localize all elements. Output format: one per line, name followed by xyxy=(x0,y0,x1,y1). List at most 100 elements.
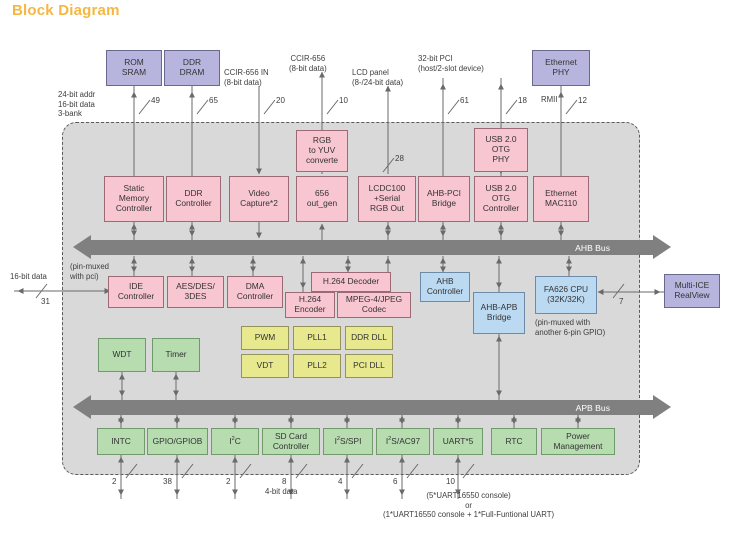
block-lcdc100-serial-rgb-out: LCDC100 +Serial RGB Out xyxy=(358,176,416,222)
block-label: H.264 Decoder xyxy=(322,276,380,287)
block-ahb-apb-bridge: AHB-APB Bridge xyxy=(473,292,525,334)
block-label: GPIO/GPIOB xyxy=(152,435,203,446)
block-label: WDT xyxy=(112,349,132,360)
block-usb-otg-phy: USB 2.0 OTG PHY xyxy=(474,128,528,172)
block-rgb-to-yuv-converter: RGB to YUV converte xyxy=(296,130,348,172)
block-label: USB 2.0 OTG Controller xyxy=(482,183,520,213)
block-656-out-gen: 656 out_gen xyxy=(296,176,348,222)
block-label: Static Memory Controller xyxy=(115,183,153,213)
block-ahb-controller: AHB Controller xyxy=(420,272,470,302)
block-label: Multi-ICE RealView xyxy=(674,280,710,300)
block-pll1: PLL1 xyxy=(293,326,341,350)
pin-count-lcd: 28 xyxy=(395,154,404,163)
block-pci-dll: PCI DLL xyxy=(345,354,393,378)
block-label: USB 2.0 OTG PHY xyxy=(485,134,517,164)
label-lcd-panel: LCD panel (8-/24-bit data) xyxy=(352,68,404,87)
label-ccir656-out: CCIR-656 (8-bit data) xyxy=(289,54,327,73)
block-label: PLL1 xyxy=(307,332,327,343)
block-label: DDR DRAM xyxy=(179,57,205,77)
block-label: AHB-APB Bridge xyxy=(480,302,518,322)
block-power-management: Power Management xyxy=(541,428,615,455)
block-label: H.264 Encoder xyxy=(294,294,326,314)
label-ccir656-in: CCIR-656 IN (8-bit data) xyxy=(224,68,269,87)
pin-count-sram: 49 xyxy=(151,96,160,105)
label-ide-note: (pin-muxed with pci) xyxy=(70,262,109,281)
apb-bus-label: APB Bus xyxy=(575,402,610,413)
pin-count-i2c: 2 xyxy=(226,477,231,486)
block-ide-controller: IDE Controller xyxy=(108,276,164,308)
apb-bus: APB Bus xyxy=(73,395,671,419)
block-label: I2C xyxy=(229,435,241,446)
block-static-memory-controller: Static Memory Controller xyxy=(104,176,164,222)
block-label: RGB to YUV converte xyxy=(305,135,339,165)
block-i2s-spi: I2S/SPI xyxy=(323,428,373,455)
block-label: I2S/SPI xyxy=(334,435,362,446)
pin-count-i2s-ac97: 6 xyxy=(393,477,398,486)
block-intc: INTC xyxy=(97,428,145,455)
external-block-rom-sram: ROM SRAM xyxy=(106,50,162,86)
block-label: Timer xyxy=(165,349,187,360)
block-ddr-controller: DDR Controller xyxy=(166,176,221,222)
block-label: DMA Controller xyxy=(236,281,274,301)
label-ide-interface: 16-bit data xyxy=(10,272,47,281)
pin-count-rmii: 12 xyxy=(578,96,587,105)
label-sd-interface: 4-bit data xyxy=(265,487,298,496)
block-h264-encoder: H.264 Encoder xyxy=(285,292,335,318)
block-label: MPEG-4/JPEG Codec xyxy=(345,294,403,314)
block-dma-controller: DMA Controller xyxy=(227,276,283,308)
pin-count-ide: 31 xyxy=(41,297,50,306)
pin-count-jtag: 7 xyxy=(619,297,624,306)
block-label: PWM xyxy=(254,332,276,343)
block-pwm: PWM xyxy=(241,326,289,350)
pin-count-intc: 2 xyxy=(112,477,117,486)
label-pci-interface: 32-bit PCI (host/2-slot device) xyxy=(418,54,484,73)
block-label: AHB-PCI Bridge xyxy=(427,188,461,208)
external-block-ethernet-phy: Ethernet PHY xyxy=(532,50,590,86)
block-label: SD Card Controller xyxy=(272,430,310,451)
block-rtc: RTC xyxy=(491,428,537,455)
block-video-capture: Video Capture*2 xyxy=(229,176,289,222)
block-label: AHB Controller xyxy=(426,276,464,296)
label-uart-note: (5*UART16550 console) or (1*UART16550 co… xyxy=(383,491,555,519)
block-usb-otg-controller: USB 2.0 OTG Controller xyxy=(474,176,528,222)
ahb-bus-right-arrow-icon xyxy=(653,235,671,259)
block-label: ROM SRAM xyxy=(121,57,147,77)
block-label: PLL2 xyxy=(307,360,327,371)
block-aes-des-3des: AES/DES/ 3DES xyxy=(167,276,224,308)
block-uart5: UART*5 xyxy=(433,428,483,455)
block-ahb-pci-bridge: AHB-PCI Bridge xyxy=(418,176,470,222)
block-pll2: PLL2 xyxy=(293,354,341,378)
apb-bus-right-arrow-icon xyxy=(653,395,671,419)
block-label: IDE Controller xyxy=(117,281,155,301)
pin-count-ddr: 65 xyxy=(209,96,218,105)
block-label: FA626 CPU (32K/32K) xyxy=(543,284,589,304)
block-sd-card-controller: SD Card Controller xyxy=(262,428,320,455)
pin-count-gpio: 38 xyxy=(163,477,172,486)
block-timer: Timer xyxy=(152,338,200,372)
pin-count-usb: 18 xyxy=(518,96,527,105)
pin-count-sd: 8 xyxy=(282,477,287,486)
label-sram-interface: 24-bit addr 16-bit data 3-bank xyxy=(58,90,96,118)
block-label: DDR DLL xyxy=(351,332,387,343)
block-ethernet-mac110: Ethernet MAC110 xyxy=(533,176,589,222)
block-label: DDR Controller xyxy=(175,188,212,208)
block-label: Power Management xyxy=(553,430,603,451)
block-i2c: I2C xyxy=(211,428,259,455)
block-label: 656 out_gen xyxy=(306,188,338,208)
ahb-bus: AHB Bus xyxy=(73,235,671,259)
block-label: RTC xyxy=(505,435,523,446)
label-cpu-note: (pin-muxed with another 6-pin GPIO) xyxy=(535,318,606,337)
block-label: AES/DES/ 3DES xyxy=(176,281,215,301)
block-i2s-ac97: I2S/AC97 xyxy=(376,428,430,455)
block-label: VDT xyxy=(256,360,274,371)
block-label: Video Capture*2 xyxy=(240,188,278,208)
block-label: LCDC100 +Serial RGB Out xyxy=(368,183,406,213)
ahb-bus-label: AHB Bus xyxy=(575,242,610,253)
external-block-ddr-dram: DDR DRAM xyxy=(164,50,220,86)
pin-count-ccir-in: 20 xyxy=(276,96,285,105)
external-block-multi-ice: Multi-ICE RealView xyxy=(664,274,720,308)
block-label: PCI DLL xyxy=(353,360,385,371)
block-mpeg4-jpeg-codec: MPEG-4/JPEG Codec xyxy=(337,292,411,318)
block-wdt: WDT xyxy=(98,338,146,372)
